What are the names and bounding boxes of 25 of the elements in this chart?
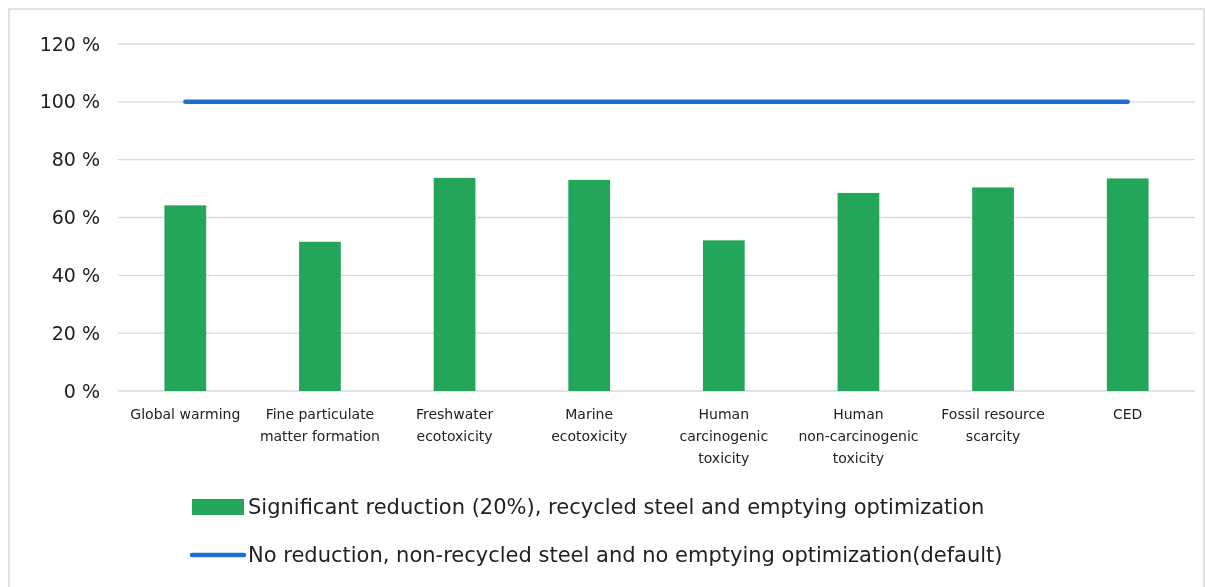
x-tick-label: CED [1112,406,1143,422]
bar [837,192,880,391]
y-tick-label: 20 % [51,321,100,344]
x-tick-label: Fossil resource scarcity [941,406,1045,444]
bar [164,205,207,391]
x-tick-label: Freshwater ecotoxicity [415,406,494,444]
y-tick-label: 40 % [51,263,100,286]
bar [568,179,611,391]
y-tick-label: 80 % [51,148,100,171]
x-tick-label: Fine particulate matter formation [259,406,380,444]
y-tick-label: 60 % [51,206,100,229]
x-tick-label: Human non-carcinogenic toxicity [798,406,919,466]
bar [702,240,745,391]
y-tick-label: 0 % [63,379,100,402]
bar [433,177,476,391]
x-tick-label: Global warming [130,406,241,422]
x-tick-label: Human carcinogenic toxicity [679,406,769,466]
legend-label: No reduction, non-recycled steel and no emptying optimization(default) [248,543,1003,568]
bar [299,241,341,391]
y-tick-label: 120 % [39,32,100,55]
bar [972,187,1014,391]
legend-label: Significant reduction (20%), recycled steel and emptying optimization [248,495,985,520]
x-tick-label: Marine ecotoxicity [551,406,628,444]
y-tick-label: 100 % [39,90,100,113]
bar [1106,178,1149,391]
